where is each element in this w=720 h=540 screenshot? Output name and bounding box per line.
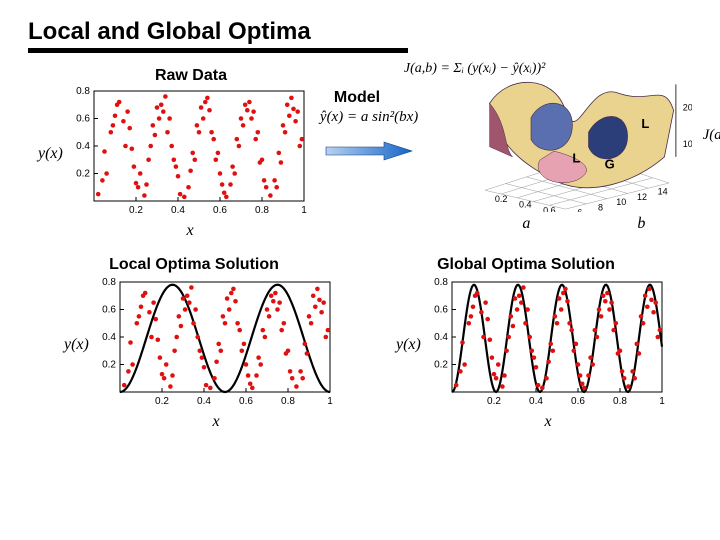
ylabel-global: y(x) (396, 336, 421, 354)
svg-text:1: 1 (301, 205, 307, 215)
Jab-label: J(a,b) (703, 127, 720, 144)
svg-text:0.4: 0.4 (434, 332, 448, 343)
svg-text:0.2: 0.2 (495, 194, 508, 204)
svg-text:0.6: 0.6 (102, 305, 116, 316)
a-label: a (522, 215, 530, 233)
svg-text:0.6: 0.6 (571, 396, 585, 406)
xlabel-raw: x (186, 222, 193, 240)
global-sol-label: Global Optima Solution (386, 256, 666, 274)
global-solution-chart: 0.2 0.4 0.6 0.8 1 0.2 0.4 0.6 0.8 (430, 278, 666, 406)
svg-text:0.8: 0.8 (255, 205, 269, 215)
ylabel-raw: y(x) (38, 145, 63, 163)
svg-text:0.2: 0.2 (76, 169, 90, 180)
b-label: b (637, 215, 645, 233)
svg-text:8: 8 (598, 202, 603, 212)
xlabel-global: x (544, 413, 551, 431)
svg-text:12: 12 (637, 192, 647, 202)
svg-text:0.4: 0.4 (171, 205, 185, 215)
svg-text:0.8: 0.8 (102, 278, 116, 288)
cost-surface-chart: 0.2 0.4 0.6 6 8 10 12 14 10 20 L L G (462, 67, 692, 212)
svg-text:1: 1 (659, 396, 665, 406)
local-solution-chart: 0.2 0.4 0.6 0.8 1 0.2 0.4 0.6 0.8 (98, 278, 334, 406)
svg-text:0.8: 0.8 (434, 278, 448, 288)
raw-data-chart: 0.2 0.4 0.6 0.8 1 0.2 0.4 0.6 0.8 (72, 87, 308, 215)
svg-text:10: 10 (616, 197, 626, 207)
svg-text:0.6: 0.6 (213, 205, 227, 215)
formula-model: ŷ(x) = a sin²(bx) (320, 109, 418, 126)
svg-text:0.8: 0.8 (76, 87, 90, 97)
svg-text:L: L (572, 151, 580, 166)
svg-text:14: 14 (658, 187, 668, 197)
svg-text:0.8: 0.8 (281, 396, 295, 406)
raw-data-label: Raw Data (58, 67, 324, 85)
svg-text:0.2: 0.2 (487, 396, 501, 406)
svg-text:0.4: 0.4 (102, 332, 116, 343)
svg-text:L: L (641, 116, 649, 131)
model-label: Model (334, 89, 380, 107)
xlabel-local: x (212, 413, 219, 431)
local-sol-label: Local Optima Solution (54, 256, 334, 274)
svg-text:0.8: 0.8 (613, 396, 627, 406)
svg-text:1: 1 (327, 396, 333, 406)
svg-text:0.6: 0.6 (239, 396, 253, 406)
svg-text:0.4: 0.4 (197, 396, 211, 406)
svg-text:0.6: 0.6 (76, 114, 90, 125)
svg-text:0.6: 0.6 (543, 205, 556, 212)
arrow-icon (324, 139, 414, 163)
svg-text:0.4: 0.4 (519, 200, 532, 210)
page-title: Local and Global Optima (28, 18, 408, 53)
svg-text:20: 20 (683, 103, 692, 113)
svg-text:0.2: 0.2 (102, 360, 116, 371)
svg-text:0.2: 0.2 (155, 396, 169, 406)
svg-text:10: 10 (683, 139, 692, 149)
svg-text:G: G (605, 157, 615, 172)
svg-text:6: 6 (577, 207, 582, 212)
svg-text:0.2: 0.2 (434, 360, 448, 371)
svg-text:0.4: 0.4 (529, 396, 543, 406)
ylabel-local: y(x) (64, 336, 89, 354)
svg-text:0.4: 0.4 (76, 141, 90, 152)
svg-text:0.6: 0.6 (434, 305, 448, 316)
svg-text:0.2: 0.2 (129, 205, 143, 215)
